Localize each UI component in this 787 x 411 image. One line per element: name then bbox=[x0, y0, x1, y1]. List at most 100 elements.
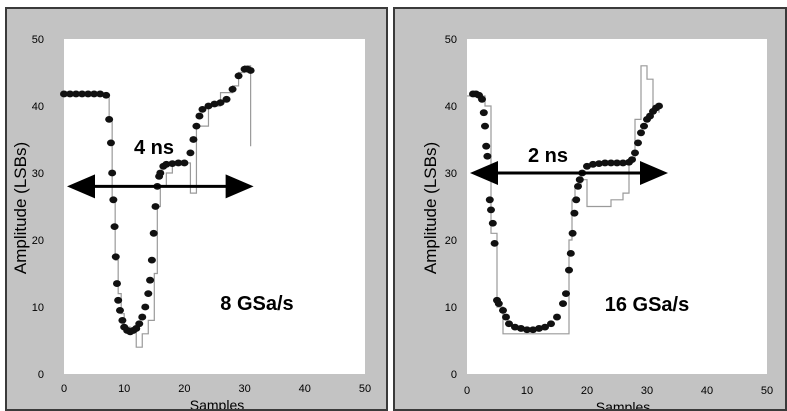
data-point bbox=[72, 90, 81, 98]
data-point bbox=[482, 142, 491, 150]
data-point bbox=[511, 323, 519, 331]
y-tick-label: 20 bbox=[32, 235, 44, 247]
data-point bbox=[111, 253, 120, 261]
data-point bbox=[570, 209, 579, 217]
data-point bbox=[168, 160, 177, 168]
data-point bbox=[198, 105, 207, 113]
data-point bbox=[485, 196, 494, 204]
data-point bbox=[192, 122, 201, 130]
x-tick-label: 10 bbox=[118, 383, 130, 395]
chart-panel-right: 0 10 20 30 40 50 0 10 20 30 40 50 2 ns 16 GSa/s Sa… bbox=[393, 7, 787, 411]
data-point bbox=[114, 296, 123, 304]
arrow-head-right bbox=[640, 161, 668, 185]
y-tick-label: 30 bbox=[32, 168, 44, 180]
data-point bbox=[547, 320, 555, 328]
data-point bbox=[216, 99, 225, 107]
data-point bbox=[151, 203, 160, 210]
data-point bbox=[66, 90, 75, 98]
data-point bbox=[499, 306, 507, 314]
data-point bbox=[487, 206, 495, 214]
chart-panel-left: 0 10 20 30 40 50 0 10 20 30 40 50 4 ns 8 GSa/s Sam… bbox=[5, 7, 388, 411]
data-point bbox=[505, 320, 513, 328]
data-point bbox=[517, 325, 525, 332]
chart-svg-right: 0 10 20 30 40 50 0 10 20 30 40 50 2 ns 16 GSa/s Sa… bbox=[421, 34, 773, 409]
chart-svg-left: 0 10 20 30 40 50 0 10 20 30 40 50 4 ns 8 GSa/s Sam… bbox=[11, 34, 371, 411]
data-point bbox=[141, 303, 150, 311]
y-tick-label: 50 bbox=[445, 34, 457, 46]
x-tick-label: 0 bbox=[61, 383, 67, 395]
data-point bbox=[613, 159, 621, 167]
step-line bbox=[64, 65, 252, 348]
marker-series bbox=[469, 90, 663, 334]
y-tick-labels: 0 10 20 30 40 50 bbox=[445, 34, 457, 381]
rate-annotation: 8 GSa/s bbox=[220, 293, 293, 315]
data-point bbox=[186, 149, 195, 157]
data-point bbox=[146, 276, 155, 284]
y-tick-label: 0 bbox=[451, 369, 457, 381]
y-axis-label: Amplitude (LSBs) bbox=[421, 142, 440, 274]
data-point bbox=[562, 290, 570, 297]
y-tick-labels: 0 10 20 30 40 50 bbox=[32, 34, 44, 381]
data-point bbox=[494, 300, 503, 308]
data-point bbox=[583, 162, 591, 170]
data-point bbox=[78, 90, 87, 98]
data-point bbox=[634, 139, 642, 147]
data-point bbox=[565, 266, 573, 274]
data-point bbox=[488, 219, 497, 227]
y-axis-label: Amplitude (LSBs) bbox=[11, 142, 30, 274]
data-point bbox=[228, 85, 237, 93]
data-point bbox=[102, 91, 111, 99]
x-tick-labels: 0 10 20 30 40 50 bbox=[61, 383, 371, 395]
data-point bbox=[529, 326, 537, 334]
data-point bbox=[105, 116, 114, 123]
data-point bbox=[204, 102, 213, 110]
data-point bbox=[479, 109, 488, 117]
data-point bbox=[210, 100, 219, 108]
data-point bbox=[566, 250, 575, 257]
data-point bbox=[60, 90, 68, 98]
data-point bbox=[195, 112, 204, 120]
arrow-head-right bbox=[225, 174, 254, 199]
x-tick-label: 10 bbox=[521, 385, 533, 397]
arrow-annotation bbox=[470, 161, 668, 185]
data-point bbox=[180, 159, 189, 167]
step-line-series bbox=[64, 65, 252, 348]
x-axis-label: Samples bbox=[190, 397, 244, 411]
data-point bbox=[109, 196, 118, 204]
data-point bbox=[589, 160, 597, 168]
data-point bbox=[483, 152, 492, 160]
interval-annotation: 2 ns bbox=[528, 145, 568, 167]
data-point bbox=[84, 90, 93, 98]
rate-annotation: 16 GSa/s bbox=[605, 294, 690, 316]
data-point bbox=[637, 129, 645, 137]
y-tick-label: 10 bbox=[32, 302, 44, 314]
data-point bbox=[568, 229, 577, 237]
y-tick-label: 20 bbox=[445, 235, 457, 247]
data-point bbox=[135, 320, 144, 328]
x-tick-labels: 0 10 20 30 40 50 bbox=[464, 385, 773, 397]
plot-area bbox=[467, 39, 767, 374]
data-point bbox=[138, 313, 147, 321]
data-point bbox=[502, 313, 510, 321]
x-tick-label: 30 bbox=[641, 385, 653, 397]
interval-annotation: 4 ns bbox=[134, 137, 174, 159]
data-point bbox=[144, 290, 153, 297]
data-point bbox=[655, 102, 663, 110]
data-point bbox=[490, 239, 499, 247]
data-point bbox=[553, 313, 561, 321]
y-tick-label: 0 bbox=[38, 369, 44, 381]
data-point bbox=[108, 169, 117, 177]
x-tick-label: 20 bbox=[581, 385, 593, 397]
data-point bbox=[222, 95, 231, 103]
data-point bbox=[115, 306, 124, 314]
plot-area bbox=[64, 39, 365, 374]
data-point bbox=[106, 139, 115, 147]
x-tick-label: 20 bbox=[178, 383, 190, 395]
arrow-annotation bbox=[67, 174, 254, 199]
data-point bbox=[110, 223, 119, 231]
data-point bbox=[162, 160, 171, 168]
arrow-head-left bbox=[67, 174, 96, 199]
data-point bbox=[156, 169, 165, 177]
data-point bbox=[619, 159, 627, 167]
data-point bbox=[575, 176, 584, 184]
